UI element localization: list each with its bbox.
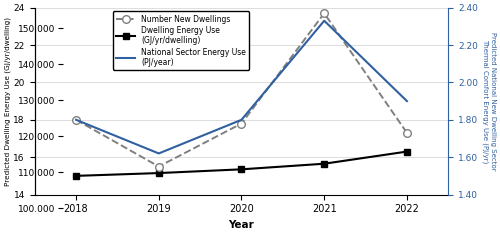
X-axis label: Year: Year	[228, 220, 254, 230]
Legend: Number New Dwellings, Dwelling Energy Use
(GJ/yr/dwelling), National Sector Ener: Number New Dwellings, Dwelling Energy Us…	[113, 11, 249, 70]
Y-axis label: Predicted Dwelling Energy Use (GJ/yr/dwelling): Predicted Dwelling Energy Use (GJ/yr/dwe…	[4, 17, 10, 186]
Y-axis label: Predicted National New Dwelling Sector
Thermal Comfort Energy Use (PJ/yr): Predicted National New Dwelling Sector T…	[482, 32, 496, 170]
